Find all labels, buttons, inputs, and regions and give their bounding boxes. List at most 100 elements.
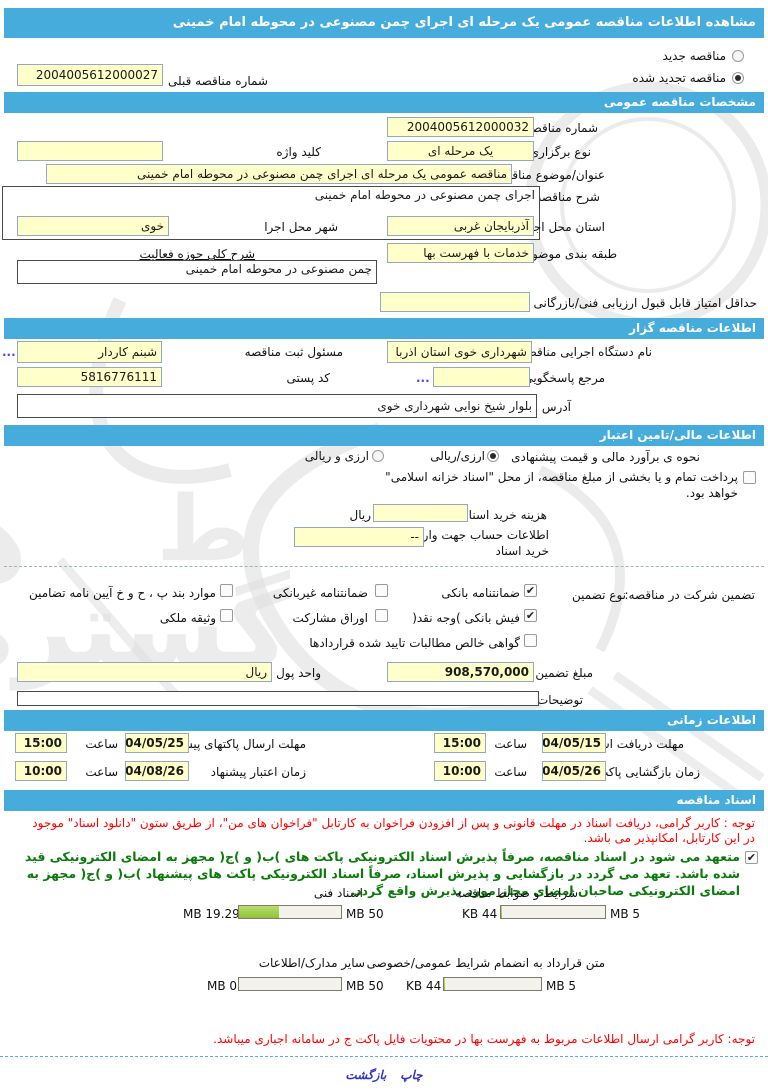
holding-type-input[interactable]: یک مرحله ای — [387, 141, 534, 161]
currency-unit-input[interactable]: ریال — [17, 662, 272, 682]
guarantee-bylaw-checkbox[interactable] — [220, 584, 233, 597]
deposit-account-input[interactable]: -- — [294, 527, 424, 547]
opening-date[interactable]: 1404/05/26 — [542, 761, 606, 781]
validity-date[interactable]: 1404/08/26 — [125, 761, 189, 781]
address-label: آدرس — [541, 400, 571, 414]
province-input[interactable]: آذربایجان غربی — [387, 216, 534, 236]
tender-number-input[interactable]: 2004005612000032 — [387, 117, 534, 137]
commitment-checkbox[interactable] — [745, 851, 758, 864]
guarantee-claims-label: گواهی خالص مطالبات تایید شده قراردادها — [309, 636, 520, 650]
guarantee-claims-checkbox[interactable] — [524, 634, 537, 647]
guarantee-property-checkbox[interactable] — [220, 609, 233, 622]
section-financial-info: اطلاعات مالی/تامین اعتبار — [4, 425, 764, 446]
section-tenderer-info: اطلاعات مناقصه گزار — [4, 318, 764, 339]
guarantee-cash-checkbox[interactable] — [524, 609, 537, 622]
city-label: شهر محل اجرا — [264, 220, 338, 234]
executive-org-input[interactable]: شهرداری خوی استان اذربا — [387, 341, 532, 363]
city-input[interactable]: خوی — [17, 216, 169, 236]
back-link[interactable]: بازگشت — [345, 1068, 387, 1082]
keyword-input[interactable] — [17, 141, 163, 161]
receive-deadline-label: مهلت دریافت اسناد — [586, 737, 684, 751]
section-documents: اسناد مناقصه — [4, 790, 764, 811]
receive-hour-label: ساعت — [494, 737, 527, 751]
executive-org-label: نام دستگاه اجرایی مناقصه گزار — [494, 345, 652, 359]
deposit-account-label-line1: اطلاعات حساب جهت واریز هزینه — [382, 528, 549, 542]
treasury-docs-line1: پرداخت تمام و یا بخشی از مبلغ مناقصه، از… — [385, 470, 738, 484]
receive-deadline-time[interactable]: 15:00 — [434, 733, 486, 753]
currency-rial-radio[interactable] — [487, 450, 499, 462]
notes-input[interactable] — [17, 691, 539, 706]
guarantee-property-label: وثیقه ملکی — [159, 611, 216, 625]
print-link[interactable]: چاپ — [400, 1068, 423, 1082]
postal-code-input[interactable]: 5816776111 — [17, 367, 162, 387]
opening-time[interactable]: 10:00 — [434, 761, 486, 781]
svg-text:ط: ط — [157, 477, 250, 582]
submit-deadline-label: مهلت ارسال پاکتهای پیشنهاد — [164, 737, 306, 751]
guarantee-bonds-checkbox[interactable] — [375, 609, 388, 622]
guarantee-amount-label: مبلغ تضمین — [535, 666, 593, 680]
validity-label: زمان اعتبار پیشنهاد — [210, 765, 306, 779]
registrar-label: مسئول ثبت مناقصه — [244, 345, 343, 359]
divider — [4, 566, 764, 567]
submit-deadline-time[interactable]: 15:00 — [15, 733, 67, 753]
upload-terms-fill — [501, 906, 503, 918]
activity-scope-label: شرح کلی حوزه فعالیت — [139, 247, 256, 261]
currency-both-radio[interactable] — [372, 450, 384, 462]
min-score-label: حداقل امتیاز قابل قبول ارزیابی فنی/بازرگ… — [533, 296, 757, 310]
contact-more-button[interactable]: ... — [416, 371, 430, 385]
contact-ref-input[interactable] — [433, 367, 530, 387]
min-score-input[interactable] — [380, 292, 530, 312]
doc-fee-input[interactable] — [373, 504, 468, 522]
submit-hour-label: ساعت — [85, 737, 118, 751]
guarantee-bank-label: ضمانتنامه بانکی — [441, 586, 520, 600]
new-tender-radio[interactable] — [732, 50, 744, 62]
submit-deadline-date[interactable]: 1404/05/25 — [125, 733, 189, 753]
category-input[interactable]: خدمات با فهرست بها — [387, 243, 534, 263]
guarantee-nonbank-label: ضمانتنامه غیربانکی — [272, 586, 368, 600]
upload-technical-max: 50 MB — [346, 907, 384, 921]
province-label: استان محل اجرا — [523, 220, 605, 234]
upload-terms-meter — [500, 905, 606, 919]
upload-terms-max: 5 MB — [610, 907, 641, 921]
description-label: شرح مناقصه — [535, 190, 600, 204]
currency-rial-label: ارزی/ریالی — [430, 449, 485, 463]
upload-technical-fill — [239, 906, 279, 918]
keyword-label: کلید واژه — [276, 145, 321, 159]
upload-contract-fill — [444, 978, 445, 990]
estimate-method-label: نحوه ی برآورد مالی و قیمت پیشنهادی — [511, 450, 700, 464]
upload-technical-label: اسناد فنی — [313, 886, 363, 900]
guarantee-type-label: نوع تضمین — [572, 588, 626, 602]
upload-other-max: 50 MB — [346, 979, 384, 993]
address-input[interactable]: بلوار شیخ نوایی شهرداری خوی — [17, 394, 537, 418]
section-general-specs: مشخصات مناقصه عمومی — [4, 92, 764, 113]
validity-time[interactable]: 10:00 — [15, 761, 67, 781]
footer-actions: چاپ بازگشت — [0, 1068, 768, 1082]
new-tender-label: مناقصه جدید — [662, 49, 726, 63]
subject-input[interactable]: مناقصه عمومی یک مرحله ای اجرای چمن مصنوع… — [46, 164, 512, 184]
contact-ref-label: مرجع پاسخگویی — [523, 371, 605, 385]
guarantee-bank-checkbox[interactable] — [524, 584, 537, 597]
treasury-docs-checkbox[interactable] — [743, 471, 756, 484]
notes-label: توضیحات — [536, 693, 583, 707]
doc-fee-currency-label: ریال — [349, 508, 371, 522]
upload-other-label: سایر مدارک/اطلاعات — [258, 956, 365, 970]
guarantee-amount-input[interactable]: 908,570,000 — [387, 662, 534, 682]
activity-scope-textarea[interactable]: چمن مصنوعی در محوطه امام خمینی — [17, 260, 377, 284]
previous-tender-number-input[interactable]: 2004005612000027 — [17, 64, 163, 86]
upload-other-used: 0 MB — [207, 979, 238, 993]
renewed-tender-radio[interactable] — [732, 72, 744, 84]
registrar-input[interactable]: شبنم کاردار — [17, 341, 162, 363]
deposit-account-label-line2: خرید اسناد — [495, 544, 549, 558]
receive-deadline-date[interactable]: 1404/05/15 — [542, 733, 606, 753]
upload-contract-label: متن قرارداد به انضمام شرایط عمومی/خصوصی — [366, 956, 605, 970]
page-title: مشاهده اطلاعات مناقصه عمومی یک مرحله ای … — [4, 8, 764, 38]
upload-terms-used: 44 KB — [462, 907, 498, 921]
price-list-notice-text: توجه: کاربر گرامی ارسال اطلاعات مربوط به… — [213, 1032, 755, 1046]
tender-number-label: شماره مناقصه — [525, 121, 598, 135]
upload-contract-used: 44 KB — [406, 979, 442, 993]
guarantee-nonbank-checkbox[interactable] — [375, 584, 388, 597]
guarantee-bylaw-label: موارد بند پ ، ح و خ آیین نامه تضامین — [28, 586, 216, 600]
registrar-more-button[interactable]: ... — [2, 345, 16, 359]
divider — [0, 1056, 768, 1057]
